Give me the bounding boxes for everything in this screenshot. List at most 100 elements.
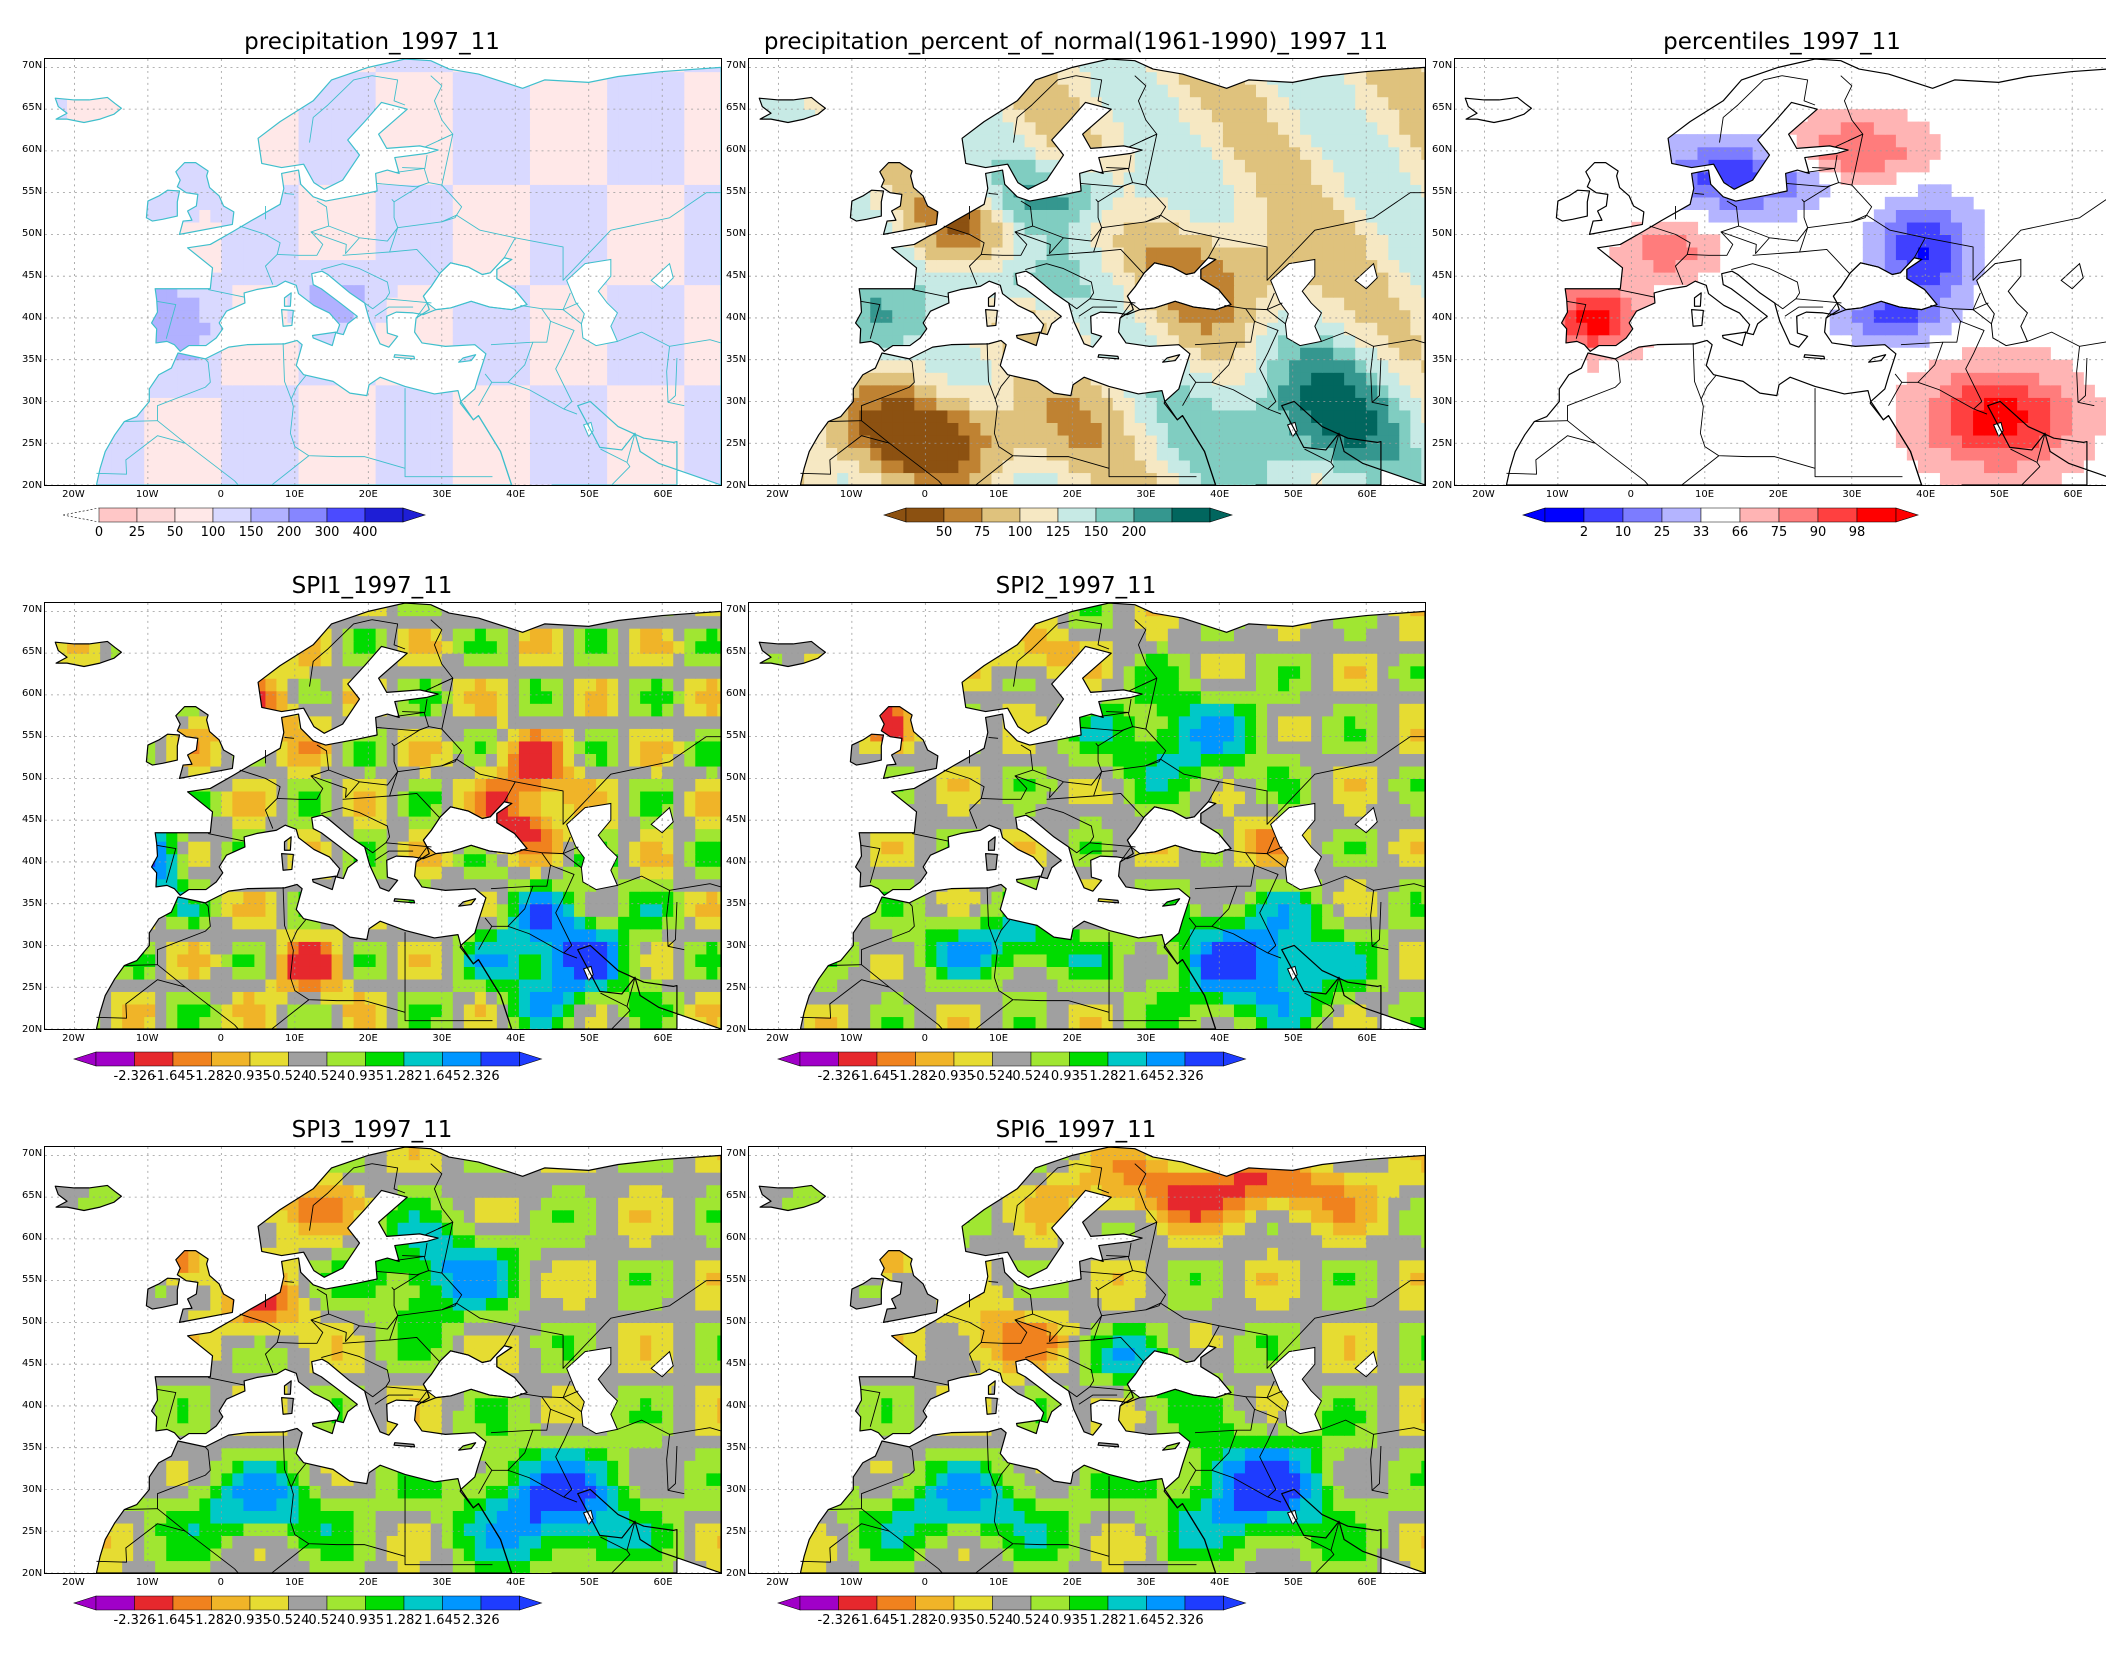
latitude-label: 40N	[22, 1401, 44, 1411]
colorbar-bin	[135, 1596, 174, 1610]
colorbar-bin	[250, 1052, 289, 1066]
longitude-label: 0	[206, 490, 236, 500]
latitude-label: 50N	[726, 1317, 748, 1327]
colorbar-bin	[1031, 1052, 1070, 1066]
longitude-label: 40E	[501, 1034, 531, 1044]
latitude-label: 40N	[22, 857, 44, 867]
latitude-label: 20N	[22, 481, 44, 491]
longitude-label: 20E	[353, 1578, 383, 1588]
latitude-label: 50N	[22, 229, 44, 239]
colorbar-bin	[96, 1596, 135, 1610]
map-svg	[749, 1147, 1425, 1573]
longitude-label: 50E	[1278, 490, 1308, 500]
longitude-label: 10E	[984, 1578, 1014, 1588]
latitude-label: 30N	[726, 1485, 748, 1495]
colorbar-bin	[1020, 508, 1058, 522]
map-svg	[1455, 59, 2106, 485]
latitude-label: 35N	[22, 355, 44, 365]
colorbar-bin	[481, 1596, 520, 1610]
colorbar-bin	[1584, 508, 1623, 522]
longitude-label: 0	[910, 1034, 940, 1044]
map-svg	[45, 1147, 721, 1573]
latitude-label: 65N	[726, 647, 748, 657]
longitude-label: 50E	[1278, 1034, 1308, 1044]
map-plot-area	[1454, 58, 2106, 486]
longitude-label: 20E	[1763, 490, 1793, 500]
colorbar-bin	[1185, 1052, 1224, 1066]
longitude-label: 60E	[1352, 1578, 1382, 1588]
latitude-label: 70N	[22, 605, 44, 615]
colorbar-bin	[1134, 508, 1172, 522]
longitude-label: 10E	[984, 490, 1014, 500]
latitude-label: 60N	[726, 1233, 748, 1243]
latitude-label: 25N	[22, 983, 44, 993]
longitude-label: 20E	[353, 1034, 383, 1044]
colorbar-bin	[1096, 508, 1134, 522]
colorbar-bin	[251, 508, 289, 522]
longitude-label: 50E	[574, 1034, 604, 1044]
colorbar-bin	[839, 1596, 878, 1610]
longitude-label: 20W	[58, 1034, 88, 1044]
longitude-label: 40E	[1205, 1578, 1235, 1588]
colorbar-bin	[212, 1052, 251, 1066]
colorbar-left-arrow	[884, 508, 906, 522]
latitude-label: 30N	[726, 941, 748, 951]
colorbar-bin	[404, 1596, 443, 1610]
latitude-label: 30N	[726, 397, 748, 407]
colorbar-bin	[916, 1052, 955, 1066]
colorbar-bin	[250, 1596, 289, 1610]
latitude-label: 35N	[726, 899, 748, 909]
colorbar-tick-label: 400	[335, 526, 395, 540]
panel-title: SPI6_1997_11	[726, 1116, 1426, 1144]
latitude-label: 60N	[726, 689, 748, 699]
longitude-label: 30E	[1131, 1578, 1161, 1588]
latitude-label: 20N	[726, 1569, 748, 1579]
colorbar-bin	[289, 1052, 328, 1066]
latitude-label: 55N	[726, 1275, 748, 1285]
latitude-label: 70N	[1432, 61, 1454, 71]
longitude-label: 30E	[1131, 490, 1161, 500]
longitude-label: 10E	[280, 490, 310, 500]
latitude-label: 70N	[726, 605, 748, 615]
panel-title: precipitation_percent_of_normal(1961-199…	[726, 28, 1426, 56]
longitude-label: 20E	[1057, 1034, 1087, 1044]
longitude-label: 50E	[574, 490, 604, 500]
longitude-label: 40E	[501, 490, 531, 500]
latitude-label: 55N	[22, 187, 44, 197]
latitude-label: 20N	[1432, 481, 1454, 491]
colorbar-bin	[173, 1052, 212, 1066]
map-plot-area	[44, 602, 722, 1030]
colorbar-bin	[212, 1596, 251, 1610]
latitude-label: 65N	[22, 103, 44, 113]
longitude-label: 10W	[836, 1034, 866, 1044]
longitude-label: 60E	[648, 490, 678, 500]
map-plot-area	[44, 1146, 722, 1574]
longitude-label: 10E	[280, 1034, 310, 1044]
latitude-label: 30N	[22, 397, 44, 407]
colorbar-bin	[366, 1596, 405, 1610]
latitude-label: 55N	[1432, 187, 1454, 197]
longitude-label: 30E	[427, 490, 457, 500]
colorbar-tick-label: 98	[1827, 526, 1887, 540]
colorbar-bin	[839, 1052, 878, 1066]
longitude-label: 10W	[836, 490, 866, 500]
longitude-label: 20W	[58, 1578, 88, 1588]
longitude-label: 20W	[762, 1034, 792, 1044]
longitude-label: 10E	[984, 1034, 1014, 1044]
latitude-label: 65N	[726, 1191, 748, 1201]
colorbar-right-arrow	[1896, 508, 1918, 522]
longitude-label: 60E	[648, 1578, 678, 1588]
latitude-label: 20N	[22, 1569, 44, 1579]
colorbar-bin	[954, 1052, 993, 1066]
latitude-label: 40N	[726, 1401, 748, 1411]
latitude-label: 60N	[726, 145, 748, 155]
latitude-label: 20N	[22, 1025, 44, 1035]
longitude-label: 20E	[1057, 490, 1087, 500]
colorbar-bin	[1623, 508, 1662, 522]
colorbar-bin	[1740, 508, 1779, 522]
panel-title: SPI3_1997_11	[22, 1116, 722, 1144]
latitude-label: 25N	[22, 439, 44, 449]
panel-title: precipitation_1997_11	[22, 28, 722, 56]
